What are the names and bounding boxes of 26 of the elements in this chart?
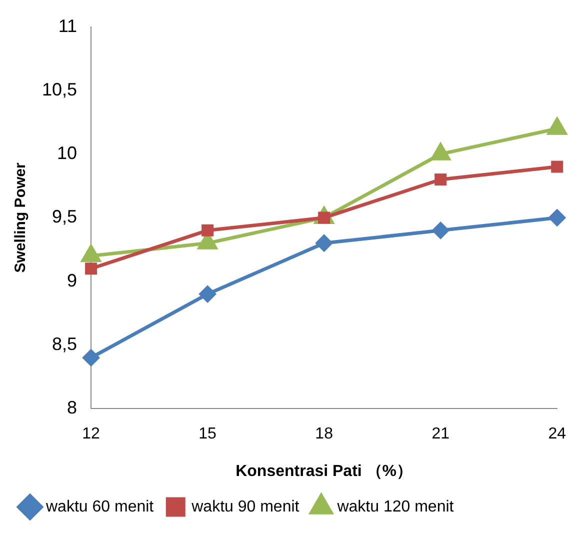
y-tick-label: 9,5 xyxy=(52,206,78,227)
point xyxy=(551,160,564,173)
x-tick-label: 24 xyxy=(548,426,566,443)
legend-label: waktu 60 menit xyxy=(45,498,154,516)
point xyxy=(432,222,449,239)
x-axis-title: Konsentrasi Pati （%） xyxy=(236,462,413,480)
x-tick-label: 15 xyxy=(198,426,217,443)
y-tick-label: 10 xyxy=(57,143,78,164)
point xyxy=(82,349,100,366)
y-tick-label: 10,5 xyxy=(42,79,78,100)
y-tick-label: 9 xyxy=(67,270,78,290)
point xyxy=(316,234,332,252)
x-tick-label: 21 xyxy=(432,426,450,443)
x-tick-label: 18 xyxy=(315,426,334,443)
legend-label: waktu 90 menit xyxy=(190,498,300,516)
point xyxy=(202,224,214,236)
y-tick-label: 11 xyxy=(58,16,78,36)
point xyxy=(85,262,98,275)
point xyxy=(434,174,447,186)
point xyxy=(548,209,566,226)
point xyxy=(199,286,216,302)
y-axis-title: Swelling Power xyxy=(12,162,30,273)
y-tick-label: 8 xyxy=(67,398,78,418)
legend-label: waktu 120 menit xyxy=(336,498,454,516)
x-tick-label: 12 xyxy=(82,426,100,443)
y-tick-label: 8,5 xyxy=(52,334,78,354)
